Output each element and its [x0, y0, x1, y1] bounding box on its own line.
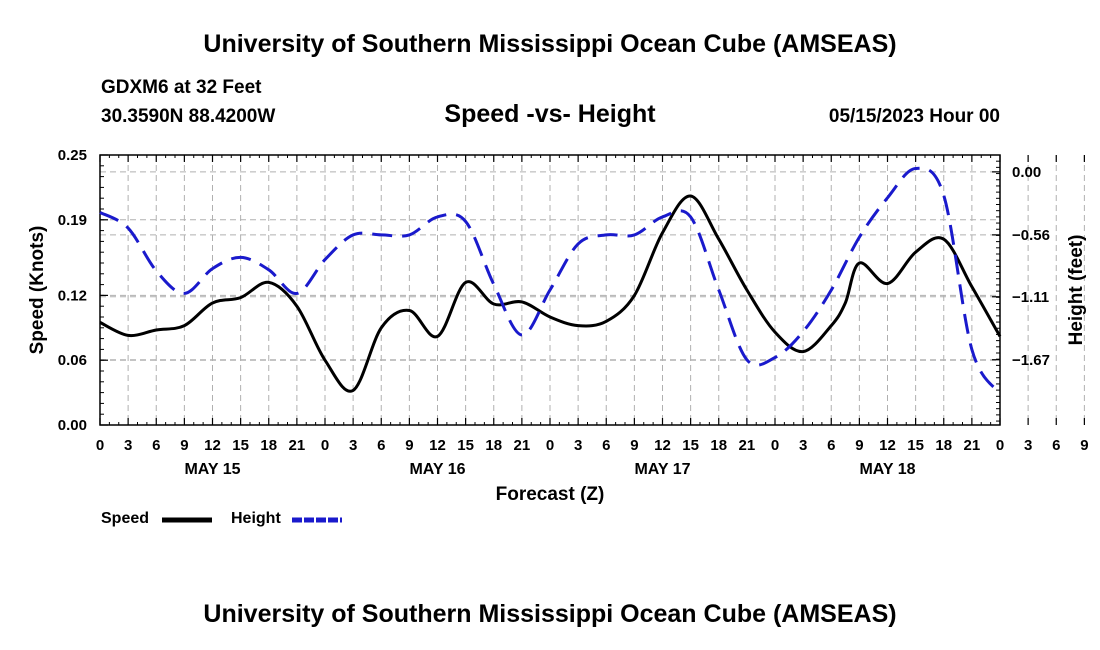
x-tick-label: 3: [799, 437, 807, 454]
x-tick-label: 6: [1052, 437, 1060, 454]
day-label: MAY 17: [634, 461, 690, 478]
y-tick-label: 0.00: [58, 417, 87, 434]
station-label: GDXM6 at 32 Feet: [101, 77, 262, 98]
speed-series-line: [99, 194, 1002, 393]
x-tick-label: 6: [377, 437, 385, 454]
y-tick-label: 0.25: [58, 147, 87, 164]
y2-tick-label: −0.56: [1012, 227, 1050, 244]
x-tick-label: 6: [152, 437, 160, 454]
day-label: MAY 15: [184, 461, 240, 478]
x-tick-label: 15: [907, 437, 924, 454]
x-tick-label: 6: [827, 437, 835, 454]
legend-height-label: Height: [231, 510, 281, 527]
legend-speed-label: Speed: [101, 510, 150, 527]
y-tick-label: 0.06: [58, 352, 87, 369]
chart-title: Speed -vs- Height: [444, 100, 656, 128]
y-tick-label: 0.12: [58, 287, 87, 304]
x-tick-label: 21: [739, 437, 756, 454]
axis-labels: 0 3 6 9 12 15 18 21 0 3 6 9 12 15 18 21 0 3 6 9 12 15 18 21 0 3 6 9…: [27, 147, 1089, 505]
x-tick-label: 6: [602, 437, 610, 454]
height-series-line: [99, 166, 1002, 395]
x-tick-label: 9: [630, 437, 638, 454]
x-tick-label: 3: [124, 437, 132, 454]
day-label: MAY 16: [409, 461, 465, 478]
main-title: University of Southern Mississippi Ocean…: [203, 30, 897, 58]
x-tick-label: 0: [996, 437, 1004, 454]
x-tick-label: 18: [935, 437, 952, 454]
y2-tick-label: −1.11: [1012, 289, 1049, 306]
x-tick-label: 18: [485, 437, 502, 454]
x-tick-label: 3: [574, 437, 582, 454]
x-tick-label: 0: [96, 437, 104, 454]
x-tick-label: 0: [771, 437, 779, 454]
series-lines: [99, 166, 1002, 395]
x-axis-title: Forecast (Z): [496, 484, 605, 505]
x-tick-label: 0: [321, 437, 329, 454]
axis-ticks: [99, 154, 1085, 426]
x-tick-label: 21: [514, 437, 531, 454]
x-tick-label: 18: [710, 437, 727, 454]
x-tick-label: 9: [855, 437, 863, 454]
x-tick-label: 0: [546, 437, 554, 454]
y2-tick-label: 0.00: [1012, 164, 1041, 181]
x-tick-label: 3: [349, 437, 357, 454]
x-tick-label: 9: [405, 437, 413, 454]
x-tick-label: 15: [682, 437, 699, 454]
forecast-date-label: 05/15/2023 Hour 00: [828, 106, 1000, 127]
x-tick-label: 15: [457, 437, 474, 454]
grid-lines: [100, 155, 1085, 425]
y-tick-label: 0.19: [58, 212, 87, 229]
x-tick-label: 12: [429, 437, 446, 454]
footer-title: University of Southern Mississippi Ocean…: [203, 600, 897, 628]
x-tick-label: 12: [204, 437, 221, 454]
x-tick-label: 21: [964, 437, 981, 454]
x-tick-label: 9: [180, 437, 188, 454]
x-tick-label: 21: [289, 437, 306, 454]
x-tick-label: 3: [1024, 437, 1032, 454]
day-label: MAY 18: [859, 461, 915, 478]
x-tick-label: 9: [1080, 437, 1088, 454]
x-tick-label: 15: [232, 437, 249, 454]
y2-tick-label: −1.67: [1012, 352, 1050, 369]
y-axis-title: Speed (Knots): [27, 226, 48, 355]
coordinates-label: 30.3590N 88.4200W: [101, 106, 276, 127]
x-tick-label: 18: [260, 437, 277, 454]
x-tick-label: 12: [654, 437, 671, 454]
x-tick-label: 12: [879, 437, 896, 454]
y2-axis-title: Height (feet): [1066, 235, 1087, 346]
